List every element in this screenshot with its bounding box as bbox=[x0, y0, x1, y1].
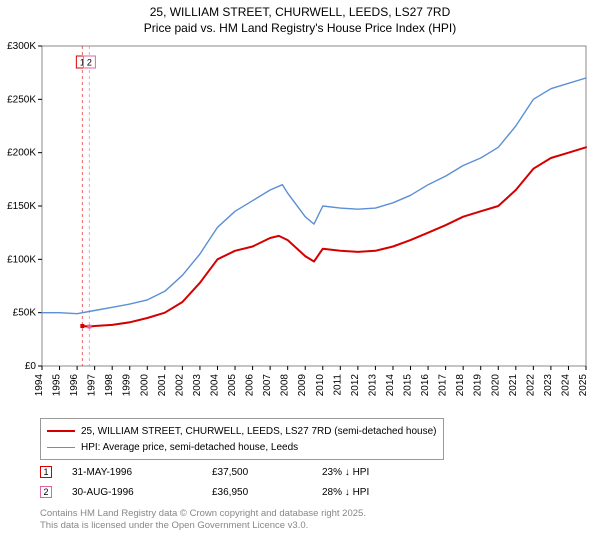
svg-text:2014: 2014 bbox=[385, 374, 396, 397]
footnote-line-2: This data is licensed under the Open Gov… bbox=[40, 520, 366, 532]
svg-text:2015: 2015 bbox=[403, 374, 414, 397]
svg-text:2020: 2020 bbox=[490, 374, 501, 397]
svg-text:2008: 2008 bbox=[280, 374, 291, 397]
svg-text:1995: 1995 bbox=[52, 374, 63, 397]
svg-text:2025: 2025 bbox=[578, 374, 589, 397]
svg-text:2002: 2002 bbox=[174, 374, 185, 397]
legend-row: 25, WILLIAM STREET, CHURWELL, LEEDS, LS2… bbox=[47, 423, 437, 439]
svg-text:2012: 2012 bbox=[350, 374, 361, 397]
svg-text:2017: 2017 bbox=[438, 374, 449, 397]
svg-text:£100K: £100K bbox=[7, 254, 36, 265]
legend-label: 25, WILLIAM STREET, CHURWELL, LEEDS, LS2… bbox=[81, 426, 437, 437]
svg-text:2018: 2018 bbox=[455, 374, 466, 397]
svg-text:1996: 1996 bbox=[69, 374, 80, 397]
transaction-date: 30-AUG-1996 bbox=[72, 487, 212, 498]
svg-text:2013: 2013 bbox=[367, 374, 378, 397]
title-line-1: 25, WILLIAM STREET, CHURWELL, LEEDS, LS2… bbox=[0, 4, 600, 20]
transaction-price: £37,500 bbox=[212, 467, 322, 478]
svg-text:2023: 2023 bbox=[543, 374, 554, 397]
footnote-line-1: Contains HM Land Registry data © Crown c… bbox=[40, 508, 366, 520]
footnote: Contains HM Land Registry data © Crown c… bbox=[40, 508, 366, 533]
svg-text:£200K: £200K bbox=[7, 148, 36, 159]
svg-text:1998: 1998 bbox=[104, 374, 115, 397]
legend-label: HPI: Average price, semi-detached house,… bbox=[81, 442, 298, 453]
transaction-row: 1 31-MAY-1996£37,50023% ↓ HPI bbox=[40, 462, 442, 482]
svg-text:2022: 2022 bbox=[525, 374, 536, 397]
transaction-row: 2 30-AUG-1996£36,95028% ↓ HPI bbox=[40, 482, 442, 502]
svg-text:£300K: £300K bbox=[7, 41, 36, 52]
svg-text:2005: 2005 bbox=[227, 374, 238, 397]
svg-text:£150K: £150K bbox=[7, 201, 36, 212]
svg-text:£50K: £50K bbox=[13, 308, 37, 319]
svg-text:2: 2 bbox=[87, 58, 92, 68]
transaction-marker: 2 bbox=[40, 486, 52, 498]
transaction-marker: 1 bbox=[40, 466, 52, 478]
svg-text:2021: 2021 bbox=[508, 374, 519, 397]
svg-text:£250K: £250K bbox=[7, 94, 36, 105]
transaction-price: £36,950 bbox=[212, 487, 322, 498]
transaction-delta: 28% ↓ HPI bbox=[322, 487, 442, 498]
svg-text:2004: 2004 bbox=[209, 374, 220, 397]
svg-text:2019: 2019 bbox=[473, 374, 484, 397]
chart-svg: £0 £50K £100K £150K £200K £250K £300K 1994 1995 1… bbox=[0, 40, 600, 410]
svg-text:2006: 2006 bbox=[245, 374, 256, 397]
svg-text:1999: 1999 bbox=[122, 374, 133, 397]
legend: 25, WILLIAM STREET, CHURWELL, LEEDS, LS2… bbox=[40, 418, 444, 460]
legend-swatch bbox=[47, 447, 75, 448]
svg-text:1994: 1994 bbox=[34, 374, 45, 397]
svg-text:2011: 2011 bbox=[332, 374, 343, 396]
svg-text:2000: 2000 bbox=[139, 374, 150, 397]
transaction-delta: 23% ↓ HPI bbox=[322, 467, 442, 478]
legend-swatch bbox=[47, 430, 75, 432]
svg-text:2007: 2007 bbox=[262, 374, 273, 397]
svg-text:2001: 2001 bbox=[157, 374, 168, 397]
svg-text:2009: 2009 bbox=[297, 374, 308, 397]
svg-text:2010: 2010 bbox=[315, 374, 326, 397]
svg-text:2016: 2016 bbox=[420, 374, 431, 397]
chart-area: £0 £50K £100K £150K £200K £250K £300K 1994 1995 1… bbox=[0, 40, 600, 410]
transactions-table: 1 31-MAY-1996£37,50023% ↓ HPI 2 30-AUG-1996… bbox=[40, 462, 442, 502]
chart-title-block: 25, WILLIAM STREET, CHURWELL, LEEDS, LS2… bbox=[0, 0, 600, 36]
title-line-2: Price paid vs. HM Land Registry's House … bbox=[0, 20, 600, 36]
svg-text:2024: 2024 bbox=[560, 374, 571, 397]
svg-text:2003: 2003 bbox=[192, 374, 203, 397]
svg-text:1997: 1997 bbox=[87, 374, 98, 397]
svg-text:£0: £0 bbox=[25, 361, 37, 372]
legend-row: HPI: Average price, semi-detached house,… bbox=[47, 439, 437, 455]
transaction-date: 31-MAY-1996 bbox=[72, 467, 212, 478]
